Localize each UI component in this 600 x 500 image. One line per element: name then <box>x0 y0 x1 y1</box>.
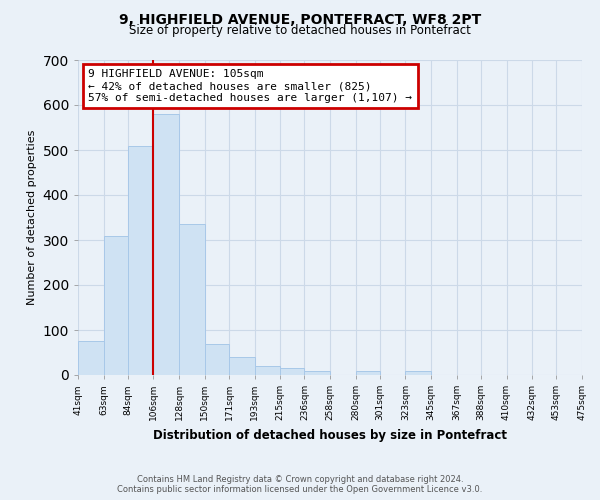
Text: 9 HIGHFIELD AVENUE: 105sqm
← 42% of detached houses are smaller (825)
57% of sem: 9 HIGHFIELD AVENUE: 105sqm ← 42% of deta… <box>88 70 412 102</box>
Bar <box>280 368 304 375</box>
Bar <box>104 236 128 375</box>
Text: Size of property relative to detached houses in Pontefract: Size of property relative to detached ho… <box>129 24 471 37</box>
Bar <box>78 341 104 375</box>
Bar <box>205 344 229 375</box>
Bar <box>304 370 330 375</box>
Text: Contains HM Land Registry data © Crown copyright and database right 2024.
Contai: Contains HM Land Registry data © Crown c… <box>118 474 482 494</box>
Bar <box>356 370 380 375</box>
Bar <box>179 224 205 375</box>
Bar <box>406 372 431 375</box>
Bar <box>128 146 154 375</box>
Bar <box>229 357 254 375</box>
Text: 9, HIGHFIELD AVENUE, PONTEFRACT, WF8 2PT: 9, HIGHFIELD AVENUE, PONTEFRACT, WF8 2PT <box>119 12 481 26</box>
Bar <box>254 366 280 375</box>
Bar <box>154 114 179 375</box>
X-axis label: Distribution of detached houses by size in Pontefract: Distribution of detached houses by size … <box>153 428 507 442</box>
Y-axis label: Number of detached properties: Number of detached properties <box>27 130 37 305</box>
